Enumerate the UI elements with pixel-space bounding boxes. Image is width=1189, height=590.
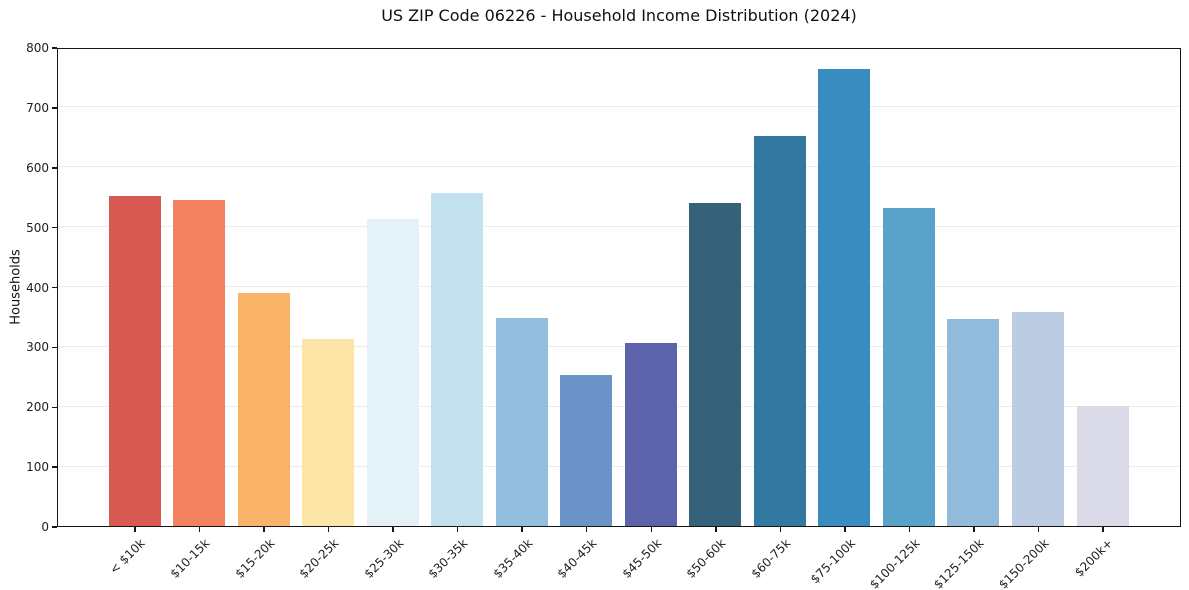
- x-tick-label-6: $35-40k: [490, 536, 536, 581]
- x-tick-label-12: $100-125k: [866, 536, 923, 590]
- y-tick-label-800: 800: [26, 41, 49, 55]
- gridline-700: [58, 106, 1180, 108]
- x-tick-15: [1102, 527, 1104, 532]
- x-tick-5: [456, 527, 459, 532]
- x-tick-12: [908, 527, 911, 532]
- x-tick-13: [973, 527, 975, 532]
- bar--40-45k: [560, 374, 613, 526]
- x-tick-label-14: $150-200k: [995, 536, 1052, 590]
- y-tick-label-0: 0: [41, 520, 49, 534]
- x-tick-11: [844, 527, 846, 532]
- x-tick-7: [585, 527, 588, 532]
- x-tick-label-7: $40-45k: [554, 536, 600, 581]
- gridline-400: [58, 286, 1180, 287]
- y-tick-label-700: 700: [26, 100, 49, 115]
- bar--10-15k: [173, 199, 226, 526]
- x-tick-0: [134, 527, 136, 532]
- x-tick-1: [198, 527, 201, 532]
- y-tick-300: [52, 346, 57, 349]
- x-tick-label-9: $50-60k: [683, 536, 729, 581]
- bar--150-200k: [1011, 311, 1064, 526]
- x-tick-label-1: $10-15k: [167, 536, 213, 581]
- y-tick-label-600: 600: [26, 160, 49, 175]
- y-tick-label-200: 200: [26, 400, 49, 415]
- y-tick-600: [52, 167, 57, 169]
- gridline-300: [58, 345, 1180, 347]
- bar--15-20k: [237, 293, 290, 526]
- y-tick-800: [52, 47, 57, 49]
- x-tick-label-10: $60-75k: [748, 536, 794, 581]
- x-tick-6: [521, 527, 523, 532]
- y-tick-label-300: 300: [26, 340, 49, 355]
- gridline-100: [58, 465, 1180, 467]
- x-tick-9: [715, 527, 717, 532]
- bar--10k: [108, 196, 161, 526]
- gridline-200: [58, 405, 1180, 407]
- bar--100-125k: [882, 208, 935, 526]
- chart-title: US ZIP Code 06226 - Household Income Dis…: [381, 6, 857, 25]
- x-tick-3: [327, 527, 330, 532]
- plot-area: [57, 48, 1181, 527]
- x-tick-label-11: $75-100k: [807, 536, 858, 587]
- bar--50-60k: [689, 203, 742, 526]
- x-tick-label-0: < $10k: [107, 536, 148, 577]
- bar--125-150k: [947, 318, 1000, 526]
- gridline-600: [58, 166, 1180, 168]
- y-tick-label-500: 500: [26, 220, 49, 235]
- x-tick-14: [1037, 527, 1040, 532]
- x-tick-label-15: $200k+: [1072, 536, 1116, 580]
- x-tick-2: [263, 527, 265, 532]
- bar--35-40k: [495, 317, 548, 526]
- bar--45-50k: [624, 342, 677, 526]
- y-tick-400: [52, 286, 57, 289]
- bar--30-35k: [431, 192, 484, 526]
- bar--75-100k: [818, 68, 871, 526]
- y-tick-700: [52, 107, 57, 109]
- y-tick-100: [52, 466, 57, 468]
- y-tick-label-400: 400: [26, 280, 49, 295]
- x-tick-label-5: $30-35k: [425, 536, 471, 581]
- y-tick-200: [52, 406, 57, 408]
- x-tick-8: [650, 527, 653, 532]
- bar--20-25k: [302, 339, 355, 526]
- bar--25-30k: [366, 219, 419, 526]
- bar--60-75k: [753, 136, 806, 526]
- x-tick-4: [392, 527, 394, 532]
- x-tick-label-8: $45-50k: [619, 536, 665, 581]
- x-tick-label-3: $20-25k: [296, 536, 342, 581]
- y-tick-0: [52, 526, 57, 528]
- y-tick-500: [52, 226, 57, 229]
- y-tick-label-100: 100: [26, 460, 49, 475]
- gridline-500: [58, 226, 1180, 228]
- x-tick-label-13: $125-150k: [931, 536, 987, 590]
- x-tick-label-2: $15-20k: [232, 536, 277, 581]
- bar--200k+: [1076, 405, 1129, 526]
- x-tick-label-4: $25-30k: [361, 536, 407, 581]
- x-tick-10: [779, 527, 782, 532]
